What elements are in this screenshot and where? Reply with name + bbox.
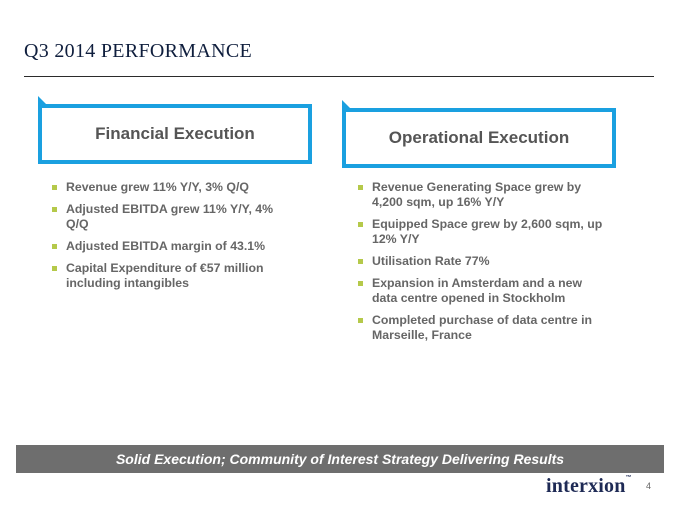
bullet-icon [358, 185, 363, 190]
summary-banner: Solid Execution; Community of Interest S… [16, 445, 664, 473]
financial-execution-title: Financial Execution [95, 124, 255, 143]
bullet-icon [52, 266, 57, 271]
list-item: Capital Expenditure of €57 million inclu… [52, 261, 292, 291]
bullet-icon [358, 318, 363, 323]
operational-execution-title: Operational Execution [388, 128, 570, 147]
bullet-icon [52, 185, 57, 190]
logo-text: interxion [546, 475, 626, 497]
bullet-icon [52, 207, 57, 212]
title-year: 2014 [54, 40, 96, 62]
list-item: Utilisation Rate 77% [358, 254, 608, 269]
title-heading: PERFORMANCE [100, 40, 252, 62]
financial-execution-box: Financial Execution [38, 104, 312, 164]
page-number: 4 [646, 481, 652, 491]
bullet-icon [358, 281, 363, 286]
summary-banner-text: Solid Execution; Community of Interest S… [115, 451, 565, 467]
bullet-icon [358, 222, 363, 227]
financial-list: Revenue grew 11% Y/Y, 3% Q/Q Adjusted EB… [52, 180, 292, 298]
list-item: Adjusted EBITDA grew 11% Y/Y, 4% Q/Q [52, 202, 292, 232]
title-divider [24, 76, 654, 77]
list-item: Completed purchase of data centre in Mar… [358, 313, 608, 343]
operational-list: Revenue Generating Space grew by 4,200 s… [358, 180, 608, 350]
list-item: Revenue Generating Space grew by 4,200 s… [358, 180, 608, 210]
list-item: Revenue grew 11% Y/Y, 3% Q/Q [52, 180, 292, 195]
list-item: Equipped Space grew by 2,600 sqm, up 12%… [358, 217, 608, 247]
list-item: Expansion in Amsterdam and a new data ce… [358, 276, 608, 306]
title-quarter: Q3 [24, 40, 50, 62]
operational-execution-box: Operational Execution [342, 108, 616, 168]
bullet-icon [52, 244, 57, 249]
bullet-icon [358, 259, 363, 264]
list-item: Adjusted EBITDA margin of 43.1% [52, 239, 292, 254]
interxion-logo: interxion™ [546, 475, 632, 498]
trademark-mark: ™ [625, 475, 632, 481]
page-title: Q3 2014 PERFORMANCE [24, 40, 252, 63]
